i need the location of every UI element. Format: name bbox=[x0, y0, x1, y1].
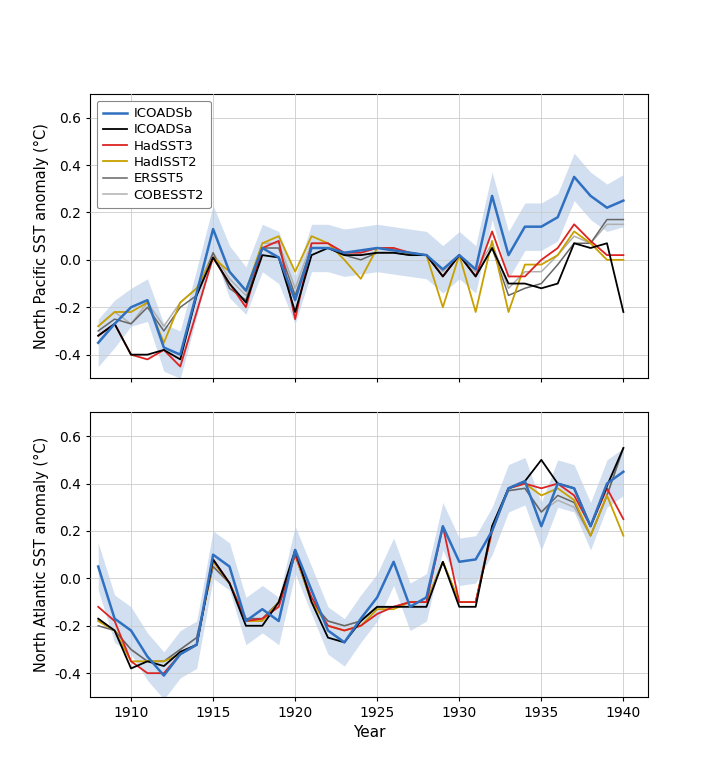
Legend: ICOADSb, ICOADSa, HadSST3, HadISST2, ERSST5, COBESST2: ICOADSb, ICOADSa, HadSST3, HadISST2, ERS… bbox=[96, 100, 211, 208]
Y-axis label: North Atlantic SST anomaly (°C): North Atlantic SST anomaly (°C) bbox=[34, 437, 49, 673]
X-axis label: Year: Year bbox=[353, 726, 385, 741]
Y-axis label: North Pacific SST anomaly (°C): North Pacific SST anomaly (°C) bbox=[34, 123, 49, 349]
